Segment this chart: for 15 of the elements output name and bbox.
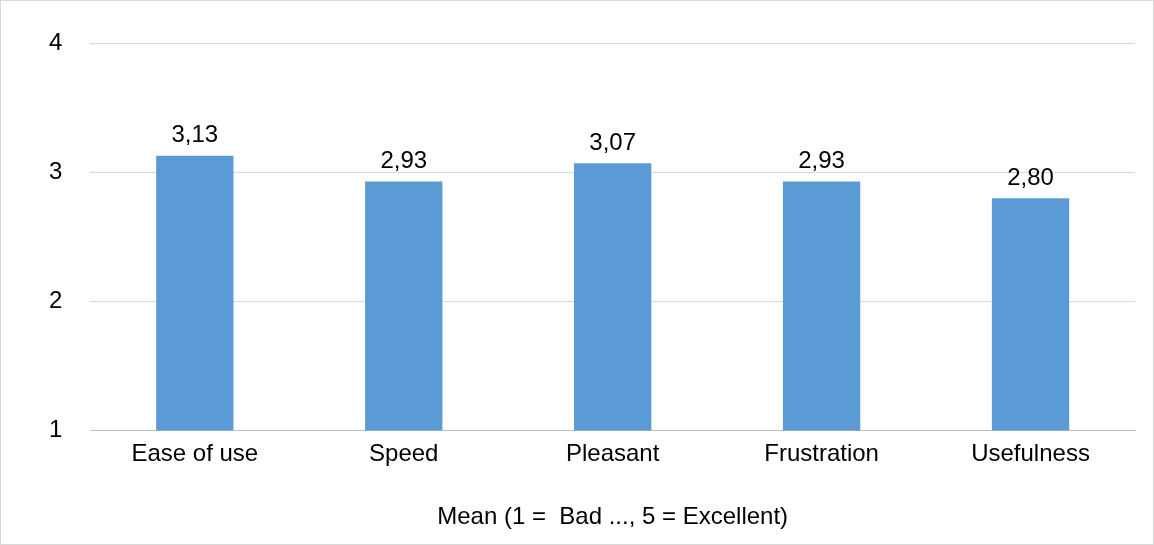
y-tick-label: 3 bbox=[48, 157, 63, 185]
x-tick-label: Ease of use bbox=[131, 439, 259, 467]
x-axis-title: Mean (1 = Bad ..., 5 = Excellent) bbox=[437, 502, 789, 530]
data-label: 2,80 bbox=[1007, 162, 1054, 190]
x-tick-label: Usefulness bbox=[971, 439, 1090, 467]
x-tick-label: Pleasant bbox=[565, 439, 660, 467]
x-tick-label: Speed bbox=[369, 439, 439, 467]
y-tick-label: 1 bbox=[48, 415, 63, 443]
data-label: 3,13 bbox=[171, 120, 219, 148]
data-label: 2,93 bbox=[798, 146, 845, 174]
y-tick-label: 4 bbox=[48, 28, 63, 56]
data-label: 2,93 bbox=[380, 146, 428, 174]
x-tick-label: Frustration bbox=[764, 439, 879, 467]
y-tick-label: 2 bbox=[48, 286, 63, 314]
data-label: 3,07 bbox=[589, 127, 637, 155]
